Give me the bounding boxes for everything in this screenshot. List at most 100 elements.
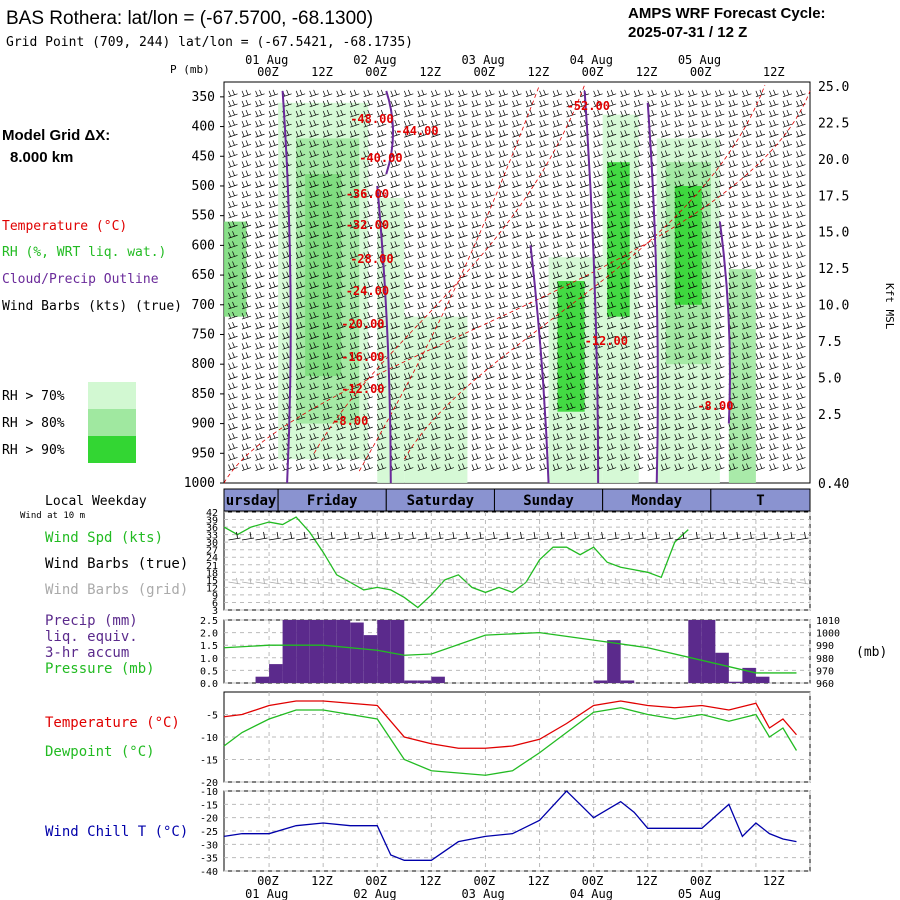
wind-barb bbox=[228, 180, 238, 189]
wind-barb bbox=[566, 200, 576, 209]
cloud-outline bbox=[376, 185, 392, 484]
wind-barb bbox=[228, 463, 238, 471]
wind-barb bbox=[322, 453, 333, 461]
wind-barb bbox=[715, 200, 725, 209]
wind-barb bbox=[620, 109, 630, 118]
wind-barb-grid bbox=[431, 577, 444, 585]
temp-tick-label: -5 bbox=[206, 711, 218, 722]
wind-barb bbox=[715, 210, 725, 219]
wind-barb bbox=[606, 109, 617, 118]
wind-barb bbox=[539, 271, 549, 279]
wind-barb bbox=[295, 352, 306, 360]
wind-barb bbox=[431, 99, 441, 108]
wind-barb bbox=[525, 221, 536, 229]
wind-barb bbox=[241, 291, 252, 300]
wind-barb bbox=[268, 170, 279, 178]
wind-barb bbox=[458, 382, 468, 391]
wind-barb bbox=[309, 392, 319, 401]
wind-barb bbox=[309, 281, 319, 290]
wind-barb bbox=[228, 342, 238, 350]
wind-barb bbox=[620, 402, 630, 411]
temp-tick-label: -15 bbox=[200, 756, 218, 767]
wind-barb bbox=[390, 180, 400, 189]
wind-barb bbox=[485, 412, 495, 421]
wind-barb bbox=[593, 221, 603, 229]
wind-barb-grid bbox=[593, 577, 606, 585]
wind-barb bbox=[471, 109, 482, 118]
height-tick-label: 22.5 bbox=[818, 116, 849, 131]
wind-barb bbox=[417, 281, 427, 290]
wind-barb-true bbox=[715, 531, 728, 541]
wind-barb bbox=[403, 433, 414, 441]
wind-barb bbox=[593, 89, 603, 98]
wind-barb bbox=[579, 433, 590, 441]
wind-barb bbox=[498, 281, 509, 290]
wind-barb bbox=[417, 332, 427, 340]
wind-barb bbox=[755, 231, 766, 239]
wind-barb bbox=[309, 433, 319, 441]
wind-barb bbox=[363, 412, 373, 421]
cloud-outline bbox=[718, 221, 731, 424]
wind-barb bbox=[268, 200, 279, 209]
wind-barb bbox=[525, 150, 536, 158]
wind-barb bbox=[620, 443, 630, 451]
wind-barb bbox=[742, 463, 752, 471]
wind-barb bbox=[485, 443, 495, 451]
wind-barb bbox=[512, 402, 522, 411]
wind-barb bbox=[715, 322, 725, 330]
wind-barb bbox=[268, 322, 279, 330]
wind-barb-true bbox=[282, 531, 295, 541]
wind-barb bbox=[241, 261, 252, 269]
wind-barb bbox=[471, 332, 482, 340]
wind-barb bbox=[512, 221, 522, 229]
wind-barb bbox=[458, 322, 468, 330]
wind-barb bbox=[755, 241, 766, 249]
wind-barb bbox=[322, 322, 333, 330]
wind-barb bbox=[715, 392, 725, 401]
wind-barb bbox=[701, 322, 711, 330]
wind-barb bbox=[769, 382, 779, 391]
precip-tick-label: 1.5 bbox=[200, 641, 218, 652]
wind-barb bbox=[620, 89, 630, 98]
precip-bar bbox=[715, 652, 729, 683]
bottom-hour-label: 00Z bbox=[690, 874, 712, 888]
wind-barb bbox=[742, 382, 752, 391]
wind-barb bbox=[782, 160, 793, 168]
wind-barb bbox=[755, 150, 766, 158]
wind-barb bbox=[390, 352, 400, 360]
pressure-tick-label: 400 bbox=[192, 120, 215, 135]
wind-barb bbox=[349, 231, 360, 239]
wind-barb bbox=[633, 362, 644, 370]
wind-barb bbox=[566, 241, 576, 249]
wind-barb bbox=[241, 241, 252, 249]
wind-barb bbox=[363, 180, 373, 189]
wind-barb bbox=[687, 160, 698, 168]
wind-barb bbox=[742, 180, 752, 189]
wind-barb bbox=[552, 271, 563, 279]
wind-barb bbox=[755, 130, 766, 138]
wind-barb-true bbox=[688, 531, 701, 541]
wind-barb bbox=[471, 150, 482, 158]
wind-barb bbox=[633, 120, 644, 128]
wind-barb-grid bbox=[404, 577, 417, 585]
wind-barb bbox=[444, 332, 454, 340]
wind-barb bbox=[376, 120, 387, 128]
wind-barb-true bbox=[512, 531, 525, 541]
wind-barb bbox=[268, 160, 279, 168]
rh-key-swatch bbox=[88, 409, 136, 436]
wind-barb bbox=[403, 231, 414, 239]
wind-barb bbox=[268, 372, 279, 380]
wind-barb bbox=[660, 342, 671, 350]
wind-barb bbox=[701, 231, 711, 239]
top-hour-label: 00Z bbox=[582, 65, 604, 79]
wind-barb-true bbox=[471, 531, 484, 541]
bottom-hour-label: 12Z bbox=[528, 874, 550, 888]
wind-barb bbox=[471, 453, 482, 461]
wind-barb bbox=[417, 251, 427, 259]
wind-barb bbox=[444, 463, 454, 471]
wind-barb bbox=[268, 422, 279, 431]
wind-barb bbox=[701, 392, 711, 401]
wind-barb bbox=[660, 463, 671, 471]
wind-barb bbox=[417, 291, 427, 300]
wind-barb bbox=[552, 281, 563, 290]
